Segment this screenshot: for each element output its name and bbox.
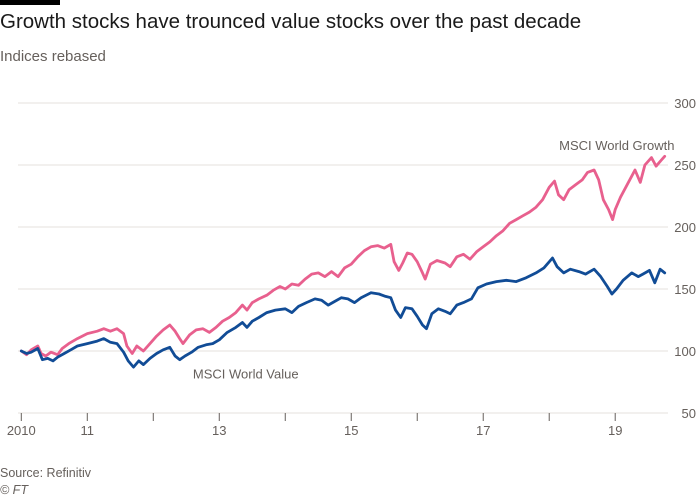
- x-tick-label: 19: [608, 423, 622, 438]
- y-tick-label: 250: [674, 158, 696, 173]
- brand-bar: [0, 0, 60, 5]
- y-tick-label: 200: [674, 220, 696, 235]
- series-annotation: MSCI World Growth: [559, 138, 674, 153]
- y-tick-label: 150: [674, 282, 696, 297]
- x-tick-label: 13: [212, 423, 226, 438]
- y-tick-label: 50: [682, 406, 696, 421]
- line-chart: 50 100 150 200 250 300 2010 11 13 15 17 19 MSCI Worl…: [7, 96, 696, 438]
- x-tick-label: 15: [344, 423, 358, 438]
- series-line-msci-world-value: [19, 256, 667, 369]
- chart-subtitle: Indices rebased: [0, 48, 106, 65]
- series-annotation: MSCI World Value: [193, 366, 299, 381]
- source-note: Source: Refinitiv: [0, 466, 92, 480]
- x-tick-label: 2010: [7, 423, 36, 438]
- x-tick-label: 17: [476, 423, 490, 438]
- chart-title: Growth stocks have trounced value stocks…: [0, 10, 582, 33]
- y-tick-label: 100: [674, 344, 696, 359]
- credit-note: © FT: [0, 483, 28, 497]
- y-tick-label: 300: [674, 96, 696, 111]
- series-line-msci-world-growth: [19, 154, 667, 358]
- x-tick-label: 11: [81, 423, 95, 438]
